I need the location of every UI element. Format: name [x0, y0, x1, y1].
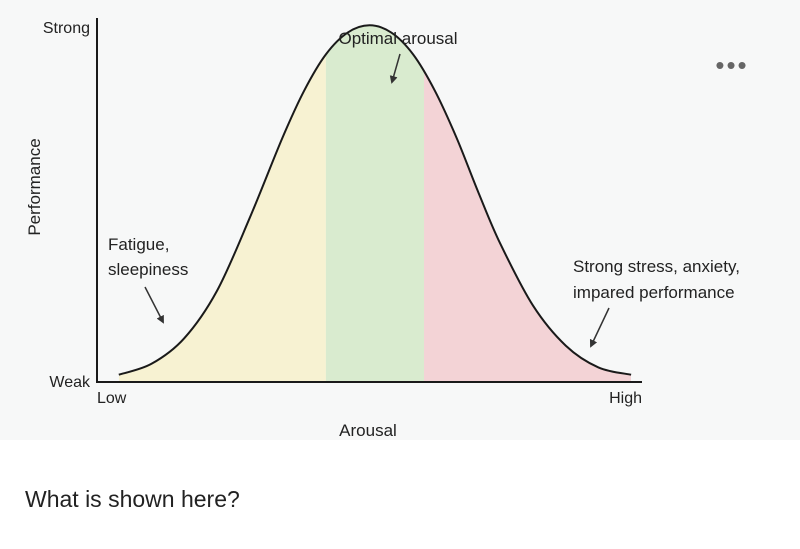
y-tick-strong: Strong	[43, 20, 90, 37]
arrow-stress	[589, 307, 610, 348]
region-optimal	[325, 25, 424, 382]
y-tick-weak: Weak	[49, 374, 91, 391]
x-tick-high: High	[609, 390, 642, 407]
y-axis-label: Performance	[25, 138, 44, 235]
more-options-button[interactable]: •••	[715, 50, 749, 80]
annotation-stress-line2: impared performance	[573, 283, 735, 302]
annotation-fatigue-line1: Fatigue,	[108, 235, 169, 254]
regions-group	[118, 25, 632, 382]
x-tick-low: Low	[97, 390, 127, 407]
annotation-optimal-arousal: Optimal arousal	[338, 29, 457, 48]
performance-curve	[118, 24, 632, 376]
chart-figure: Strong Weak Low High Arousal Performance…	[25, 18, 740, 440]
annotation-fatigue-line2: sleepiness	[108, 260, 188, 279]
region-fatigue	[118, 25, 326, 382]
annotation-stress-line1: Strong stress, anxiety,	[573, 257, 740, 276]
x-axis-label: Arousal	[339, 421, 397, 440]
arrow-fatigue	[144, 286, 164, 324]
arrow-optimal-arousal	[389, 53, 401, 84]
question-text: What is shown here?	[25, 486, 240, 512]
chart-svg: Strong Weak Low High Arousal Performance…	[25, 18, 740, 440]
